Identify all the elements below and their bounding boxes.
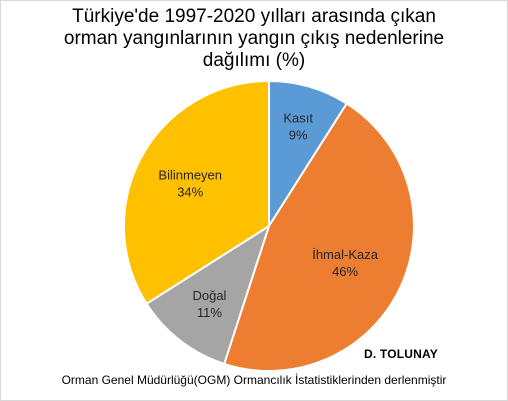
slice-label-bilinmeyen: Bilinmeyen — [158, 168, 222, 183]
pie-slice-dogal — [145, 223, 271, 366]
slice-label-kasit: Kasıt — [283, 111, 313, 126]
chart-title-line-2: orman yangınlarının yangın çıkış nedenle… — [63, 28, 445, 49]
source-note: Orman Genel Müdürlüğü(OGM) Ormancılık İs… — [61, 373, 447, 387]
slice-label-ihmal-kaza: İhmal-Kaza — [312, 247, 379, 262]
pie-slice-bilinmeyen — [123, 79, 270, 306]
slice-value-ihmal-kaza: 46% — [332, 264, 358, 279]
slice-value-bilinmeyen: 34% — [177, 185, 203, 200]
chart-title-line-1: Türkiye'de 1997-2020 yılları arasında çı… — [72, 6, 436, 27]
slice-label-dogal: Doğal — [192, 288, 226, 303]
slice-value-dogal: 11% — [197, 305, 222, 320]
chart-title-line-3: dağılımı (%) — [202, 50, 306, 71]
pie-slice-ihmal-kaza — [222, 102, 415, 372]
author-credit: D. TOLUNAY — [364, 347, 439, 361]
slice-value-kasit: 9% — [289, 128, 308, 143]
pie-slice-kasit — [268, 79, 349, 230]
chart-title: Türkiye'de 1997-2020 yılları arasında çı… — [0, 6, 508, 72]
